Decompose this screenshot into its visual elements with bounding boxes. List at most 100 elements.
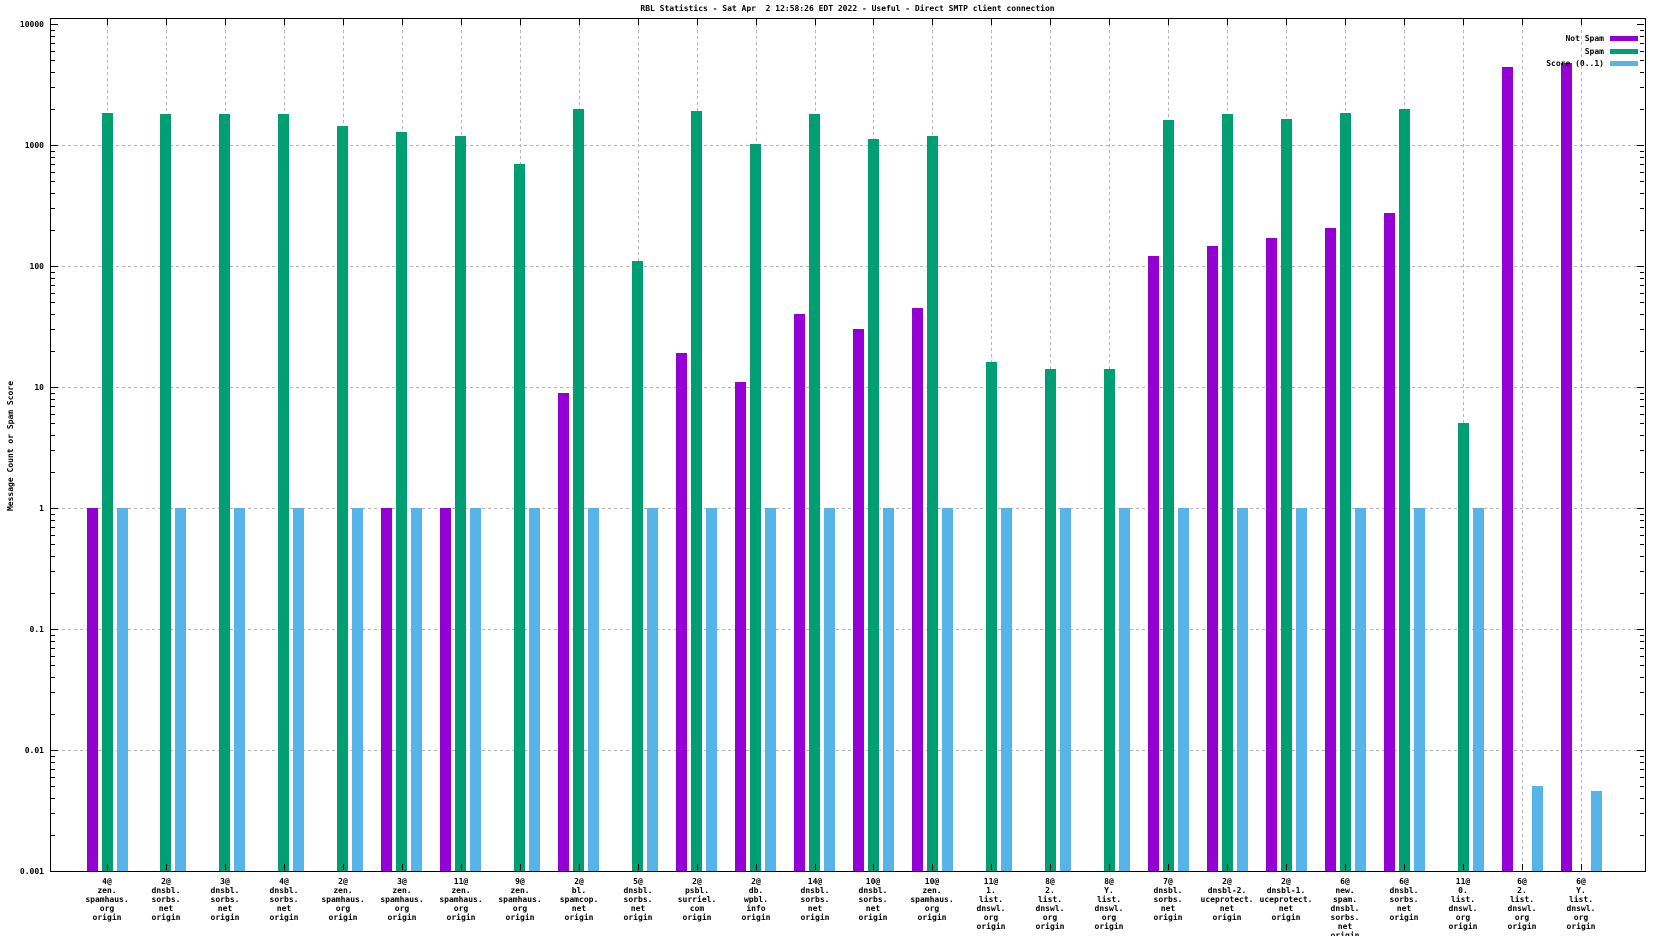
- x-tick: [579, 864, 580, 870]
- bar-score: [1473, 508, 1484, 871]
- y-tick-label: 10000: [19, 20, 44, 29]
- bar-not-spam: [558, 393, 569, 871]
- bar-score: [1001, 508, 1012, 871]
- x-tick: [873, 864, 874, 870]
- y-major-tick: [1637, 266, 1644, 267]
- x-tick: [1522, 19, 1523, 25]
- x-tick: [1050, 864, 1051, 870]
- y-minor-tick: [1640, 30, 1644, 31]
- bar-spam: [1340, 113, 1351, 871]
- y-minor-tick: [51, 393, 55, 394]
- bar-spam: [750, 144, 761, 871]
- y-tick-label: 100: [29, 262, 44, 271]
- bar-not-spam: [1561, 63, 1572, 871]
- bar-spam: [691, 111, 702, 871]
- bar-spam: [927, 136, 938, 871]
- y-minor-tick: [1640, 571, 1644, 572]
- h-gridline: [50, 750, 1645, 751]
- x-tick: [1463, 864, 1464, 870]
- x-tick: [697, 19, 698, 25]
- y-major-tick: [1637, 629, 1644, 630]
- y-minor-tick: [51, 762, 55, 763]
- x-tick-label: 6@ Y. list. dnswl. org origin: [1566, 877, 1596, 931]
- x-tick: [579, 19, 580, 25]
- legend-swatch: [1610, 61, 1638, 66]
- y-minor-tick: [1640, 302, 1644, 303]
- y-minor-tick: [51, 769, 55, 770]
- y-minor-tick: [51, 692, 55, 693]
- bar-score: [1237, 508, 1248, 871]
- y-minor-tick: [1640, 164, 1644, 165]
- bar-spam: [337, 126, 348, 871]
- x-tick: [1404, 864, 1405, 870]
- x-tick-label: 10@ zen. spamhaus. org origin: [910, 877, 954, 922]
- x-tick: [461, 19, 462, 25]
- bar-score: [1060, 508, 1071, 871]
- x-tick: [1522, 864, 1523, 870]
- x-tick: [932, 19, 933, 25]
- x-tick: [1109, 19, 1110, 25]
- x-tick-label: 2@ zen. spamhaus. org origin: [321, 877, 365, 922]
- y-minor-tick: [51, 157, 55, 158]
- legend-swatch: [1610, 48, 1638, 54]
- bar-spam: [1163, 120, 1174, 871]
- v-gridline: [1581, 18, 1582, 871]
- bar-spam: [1222, 114, 1233, 871]
- bar-not-spam: [87, 508, 98, 871]
- y-minor-tick: [1640, 692, 1644, 693]
- legend-label: Not Spam: [1565, 34, 1604, 43]
- y-minor-tick: [51, 60, 55, 61]
- bar-spam: [160, 114, 171, 871]
- y-minor-tick: [51, 571, 55, 572]
- y-minor-tick: [1640, 514, 1644, 515]
- bar-spam: [868, 139, 879, 871]
- y-minor-tick: [51, 36, 55, 37]
- x-tick-label: 7@ dnsbl. sorbs. net origin: [1153, 877, 1183, 922]
- y-minor-tick: [1640, 285, 1644, 286]
- y-minor-tick: [51, 527, 55, 528]
- bar-score: [352, 508, 363, 871]
- bar-not-spam: [735, 382, 746, 871]
- bar-score: [117, 508, 128, 871]
- h-gridline: [50, 508, 1645, 509]
- y-minor-tick: [1640, 109, 1644, 110]
- x-tick-label: 3@ dnsbl. sorbs. net origin: [210, 877, 240, 922]
- y-minor-tick: [1640, 36, 1644, 37]
- bar-not-spam: [1266, 238, 1277, 871]
- x-tick: [461, 864, 462, 870]
- x-tick-label: 2@ psbl. surriel. com origin: [677, 877, 717, 922]
- y-minor-tick: [51, 786, 55, 787]
- y-minor-tick: [1640, 798, 1644, 799]
- y-tick-label: 10: [34, 383, 44, 392]
- bar-not-spam: [1325, 228, 1336, 871]
- y-minor-tick: [1640, 520, 1644, 521]
- y-minor-tick: [1640, 635, 1644, 636]
- x-tick: [1463, 19, 1464, 25]
- x-tick-label: 2@ bl. spamcop. net origin: [559, 877, 599, 922]
- y-minor-tick: [1640, 641, 1644, 642]
- y-minor-tick: [51, 520, 55, 521]
- y-minor-tick: [51, 544, 55, 545]
- y-minor-tick: [1640, 665, 1644, 666]
- bar-spam: [986, 362, 997, 871]
- y-minor-tick: [51, 665, 55, 666]
- x-tick-label: 2@ dnsbl-1. uceprotect. net origin: [1259, 877, 1313, 922]
- bar-score: [765, 508, 776, 871]
- y-minor-tick: [1640, 423, 1644, 424]
- y-minor-tick: [1640, 472, 1644, 473]
- y-tick-label: 1000: [24, 141, 44, 150]
- y-minor-tick: [51, 677, 55, 678]
- y-minor-tick: [51, 30, 55, 31]
- y-minor-tick: [51, 285, 55, 286]
- y-minor-tick: [51, 514, 55, 515]
- y-minor-tick: [1640, 351, 1644, 352]
- x-tick: [1581, 19, 1582, 25]
- x-tick: [1050, 19, 1051, 25]
- x-tick-label: 5@ dnsbl. sorbs. net origin: [623, 877, 653, 922]
- y-minor-tick: [1640, 393, 1644, 394]
- h-gridline: [50, 145, 1645, 146]
- x-tick: [1286, 19, 1287, 25]
- y-minor-tick: [1640, 714, 1644, 715]
- x-tick: [284, 19, 285, 25]
- bar-not-spam: [1502, 67, 1513, 871]
